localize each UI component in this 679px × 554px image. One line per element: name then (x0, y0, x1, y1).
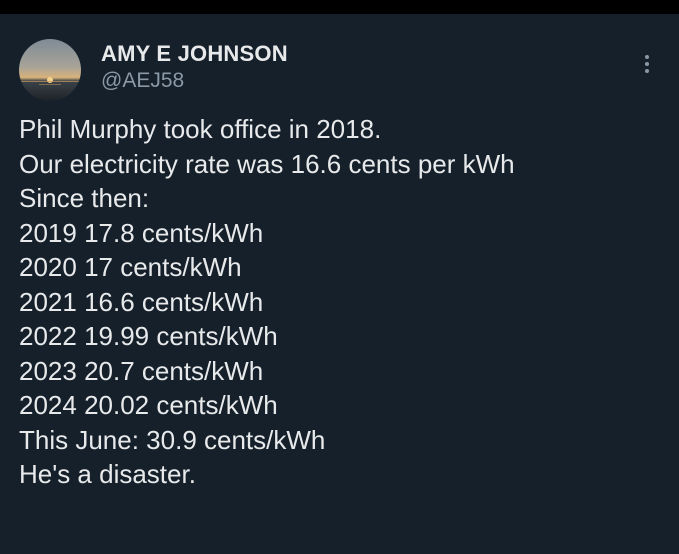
tweet-line: 2024 20.02 cents/kWh (19, 390, 278, 420)
tweet-line: 2023 20.7 cents/kWh (19, 355, 264, 386)
tweet-line: 2021 16.6 cents/kWh (19, 286, 264, 317)
tweet-line: Our electricity rate was 16.6 cents per … (19, 148, 515, 179)
tweet-line: 2020 17 cents/kWh (19, 252, 242, 282)
tweet-line: He's a disaster. (19, 459, 196, 489)
top-status-strip (0, 0, 679, 14)
tweet-line: 2022 19.99 cents/kWh (19, 321, 278, 351)
tweet-line: Phil Murphy took office in 2018. (19, 114, 382, 144)
more-options-icon[interactable] (636, 50, 660, 76)
tweet-line: Since then: (19, 183, 150, 213)
more-dot (645, 55, 649, 59)
more-dot (645, 69, 649, 73)
sunset-avatar-image (19, 39, 81, 101)
tweet-line: 2019 17.8 cents/kWh (19, 217, 264, 248)
author-name[interactable]: AMY E JOHNSON (101, 41, 288, 66)
tweet-line: This June: 30.9 cents/kWh (19, 424, 326, 455)
tweet-card[interactable]: AMY E JOHNSON @AEJ58 Phil Murphy took of… (0, 14, 679, 554)
tweet-text: Phil Murphy took office in 2018. Our ele… (19, 112, 669, 492)
author-handle[interactable]: @AEJ58 (101, 69, 185, 92)
more-dot (645, 62, 649, 66)
avatar[interactable] (19, 39, 81, 101)
